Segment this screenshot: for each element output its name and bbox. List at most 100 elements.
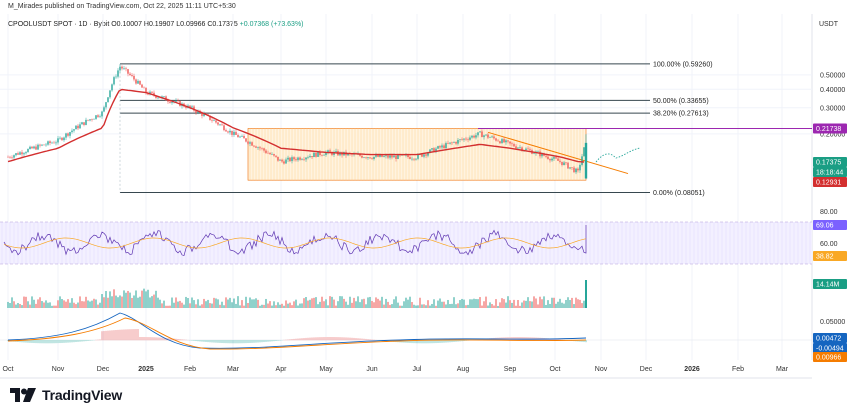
candle-body — [83, 122, 85, 125]
volume-bar — [35, 303, 37, 308]
volume-bar — [297, 305, 299, 308]
volume-bar — [107, 297, 109, 308]
candle-body — [417, 154, 419, 159]
candle-body — [211, 119, 213, 121]
symbol-name[interactable]: CPOOLUSDT SPOT · 1D · Bybit — [8, 21, 110, 28]
macd-hist — [421, 340, 423, 344]
tradingview-logo[interactable]: TradingView — [10, 387, 122, 403]
volume-bar — [549, 303, 551, 308]
macd-hist — [135, 329, 137, 341]
candle-body — [217, 122, 219, 125]
volume-bar — [391, 304, 393, 308]
volume-bar — [157, 297, 159, 308]
macd-hist — [329, 337, 331, 341]
fibonacci-retracement[interactable]: 100.00% (0.59260) 50.00% (0.33655) 38.20% … — [119, 61, 713, 197]
macd-hist — [97, 339, 99, 341]
volume-bar — [221, 301, 223, 308]
candle-body — [247, 141, 249, 144]
macd-hist — [87, 340, 89, 341]
macd-hist — [333, 337, 335, 341]
volume-bar — [19, 303, 21, 308]
macd-hist — [271, 340, 273, 342]
volume-bar — [245, 296, 247, 308]
macd-hist — [257, 340, 259, 343]
macd-hist — [227, 340, 229, 344]
volume-bar — [493, 305, 495, 308]
macd-hist — [485, 338, 487, 341]
macd-hist — [199, 340, 201, 342]
candle-body — [559, 160, 561, 162]
time-tick-label: Oct — [550, 366, 561, 373]
candle-body — [89, 119, 91, 121]
candle-body — [289, 157, 291, 162]
macd-hist — [583, 340, 585, 343]
volume-bar — [103, 297, 105, 308]
volume-bar — [349, 296, 351, 308]
macd-hist — [123, 329, 125, 341]
macd-hist — [113, 330, 115, 341]
candle-body — [215, 120, 217, 123]
badge-hist-bg — [813, 352, 847, 362]
macd-hist — [133, 329, 135, 341]
volume-bar — [15, 304, 17, 308]
macd-hist — [121, 329, 123, 341]
candle-body — [255, 146, 257, 148]
candle-body — [53, 142, 55, 144]
macd-hist — [83, 340, 85, 342]
volume-bar — [119, 295, 121, 308]
macd-hist — [51, 340, 53, 344]
volume-bar — [401, 305, 403, 308]
candle-body — [465, 138, 467, 140]
volume-bar — [545, 304, 547, 308]
volume-bar — [581, 303, 583, 308]
rsi-tick-label: 80.00 — [820, 209, 838, 216]
volume-bar — [207, 299, 209, 308]
candle-body — [145, 87, 147, 94]
candle-body — [519, 147, 521, 148]
volume-bar — [229, 297, 231, 308]
time-tick-label: 2026 — [684, 366, 700, 373]
price-tick-label: 0.40000 — [820, 87, 845, 94]
volume-bar — [67, 299, 69, 308]
candle-body — [167, 100, 169, 102]
volume-bar — [477, 299, 479, 308]
volume-bar — [495, 299, 497, 308]
macd-hist — [451, 340, 453, 343]
macd-hist — [403, 340, 405, 343]
macd-hist — [39, 340, 41, 344]
macd-hist — [69, 340, 71, 343]
volume-bar — [169, 305, 171, 308]
macd-hist — [105, 330, 107, 341]
candle-body — [141, 84, 143, 88]
volume-bar — [553, 297, 555, 308]
candle-body — [507, 140, 509, 142]
candle-body — [241, 135, 243, 137]
candle-body — [55, 142, 57, 144]
volume-bar — [113, 289, 115, 308]
volume-bar — [71, 298, 73, 308]
macd-hist — [447, 340, 449, 343]
macd-hist — [423, 340, 425, 344]
macd-hist — [21, 340, 23, 343]
candle-body — [481, 131, 483, 138]
volume-bar — [351, 302, 353, 308]
macd-hist — [129, 329, 131, 341]
volume-bar — [41, 301, 43, 308]
volume-bar — [483, 301, 485, 308]
volume-bar — [117, 297, 119, 308]
volume-bar — [9, 302, 11, 308]
volume-bar — [43, 302, 45, 308]
candle-body — [473, 135, 475, 138]
forecast-path[interactable] — [595, 147, 641, 163]
candle-body — [297, 157, 299, 161]
volume-bar — [203, 298, 205, 308]
volume-bar — [559, 298, 561, 308]
badge-volume: 14.14M — [816, 282, 840, 289]
candle-body — [395, 155, 397, 159]
volume-bar — [215, 298, 217, 308]
badge-last-price-bg — [813, 157, 847, 167]
macd-hist — [101, 331, 103, 341]
volume-bar — [499, 302, 501, 308]
volume-bar — [65, 301, 67, 308]
